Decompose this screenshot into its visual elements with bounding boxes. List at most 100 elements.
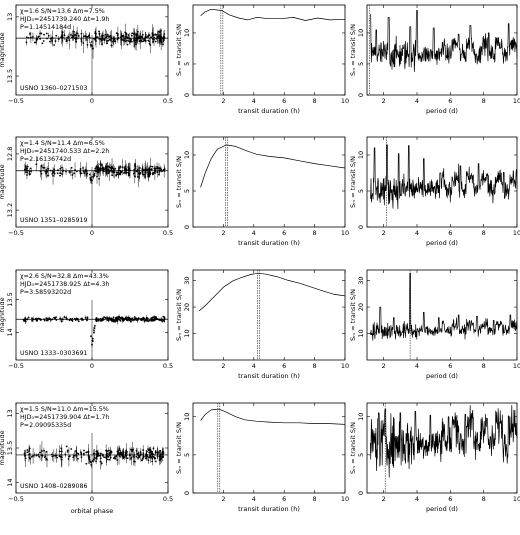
data-point [117,172,120,175]
duration-axis-tick-label: 2 [221,97,225,105]
data-point [103,316,105,319]
data-point [24,171,27,174]
data-point [91,337,94,340]
data-point [66,449,69,452]
data-point [107,39,109,42]
data-point [66,39,68,42]
period-axis-tick-label: 2 [382,362,386,370]
data-point [114,40,117,43]
data-point [127,167,130,170]
data-point [93,457,96,459]
data-point [154,460,157,463]
data-point [41,42,44,45]
data-point [28,450,30,453]
data-point [53,172,56,175]
period-axis-tick-label: 4 [415,362,419,370]
data-point [156,171,159,174]
period-sn-axis-tick-label: 0 [357,491,365,495]
data-point [158,173,160,176]
data-point [24,317,27,319]
data-point [34,41,37,44]
data-point [66,451,69,453]
data-point [108,38,111,41]
sn-axis-tick-label: 5 [183,189,191,193]
period-axis-label: period (d) [426,372,458,380]
data-point [54,40,57,42]
data-point [73,172,75,175]
data-point [119,319,122,322]
phase-axis-tick-label: −0.5 [8,495,24,503]
data-point [120,34,123,37]
data-point [107,35,110,38]
data-point [82,42,85,44]
data-point [144,176,147,178]
data-point [103,39,106,41]
period-sn-axis-tick-label: 5 [357,62,365,66]
data-point [127,36,129,39]
data-point [39,451,41,454]
data-point [104,166,107,169]
data-point [138,172,141,175]
data-point [136,30,139,33]
data-point [84,35,87,37]
data-point [42,40,45,42]
data-point [51,455,54,458]
period-axis-tick-label: 10 [513,362,520,370]
data-point [119,166,122,168]
data-point [93,324,96,327]
data-point [37,35,40,38]
period-sn-axis-tick-label: 0 [357,93,365,97]
fit-stats-text: χ=1.5 S/N=11.0 Δm=15.5% [20,406,109,413]
data-point [99,460,102,463]
data-point [142,449,145,451]
duration-axis-tick-label: 8 [313,362,317,370]
period-axis-label: period (d) [426,107,458,115]
data-point [23,168,26,171]
data-point [87,450,90,453]
data-point [97,168,100,171]
data-point [99,457,102,460]
data-point [83,452,85,455]
data-point [154,451,157,454]
data-point [143,320,146,323]
data-point [71,34,74,37]
data-point [47,174,50,177]
data-point [144,457,147,460]
period-axis-tick-label: 6 [448,229,452,237]
data-point [151,32,154,34]
duration-sn-axis-label: Sₘ = transit S/N [175,24,183,76]
data-point [142,455,145,458]
phase-axis-tick-label: 0.5 [163,229,173,237]
data-point [59,172,62,175]
duration-axis-tick-label: 2 [221,362,225,370]
data-point [135,39,138,42]
data-point [134,164,137,167]
data-point [57,38,60,40]
data-point [149,44,152,46]
magnitude-axis-tick-label: 12.8 [6,147,14,161]
data-point [136,452,139,455]
data-point [114,457,117,460]
period-sn-axis-label: Sₘ = transit S/N [349,156,357,208]
data-point [133,175,136,178]
star-id-text: USNO 1333–0303691 [20,350,88,357]
period-text: P=2.16136742d [20,156,71,163]
data-point [148,174,151,176]
data-point [113,171,116,174]
data-point [116,316,119,319]
duration-axis-tick-label: 6 [282,495,286,503]
periodogram-curve [369,404,518,478]
period-axis-label: period (d) [426,505,458,513]
data-point [100,164,103,167]
data-point [150,320,153,322]
data-point [146,169,149,171]
magnitude-axis-tick-label: 13.5 [6,69,14,83]
data-point [29,32,31,35]
duration-axis-tick-label: 4 [252,362,256,370]
data-point [162,36,165,38]
data-point [43,449,45,452]
data-point [99,452,102,455]
data-point [125,32,128,35]
data-point [68,171,71,173]
